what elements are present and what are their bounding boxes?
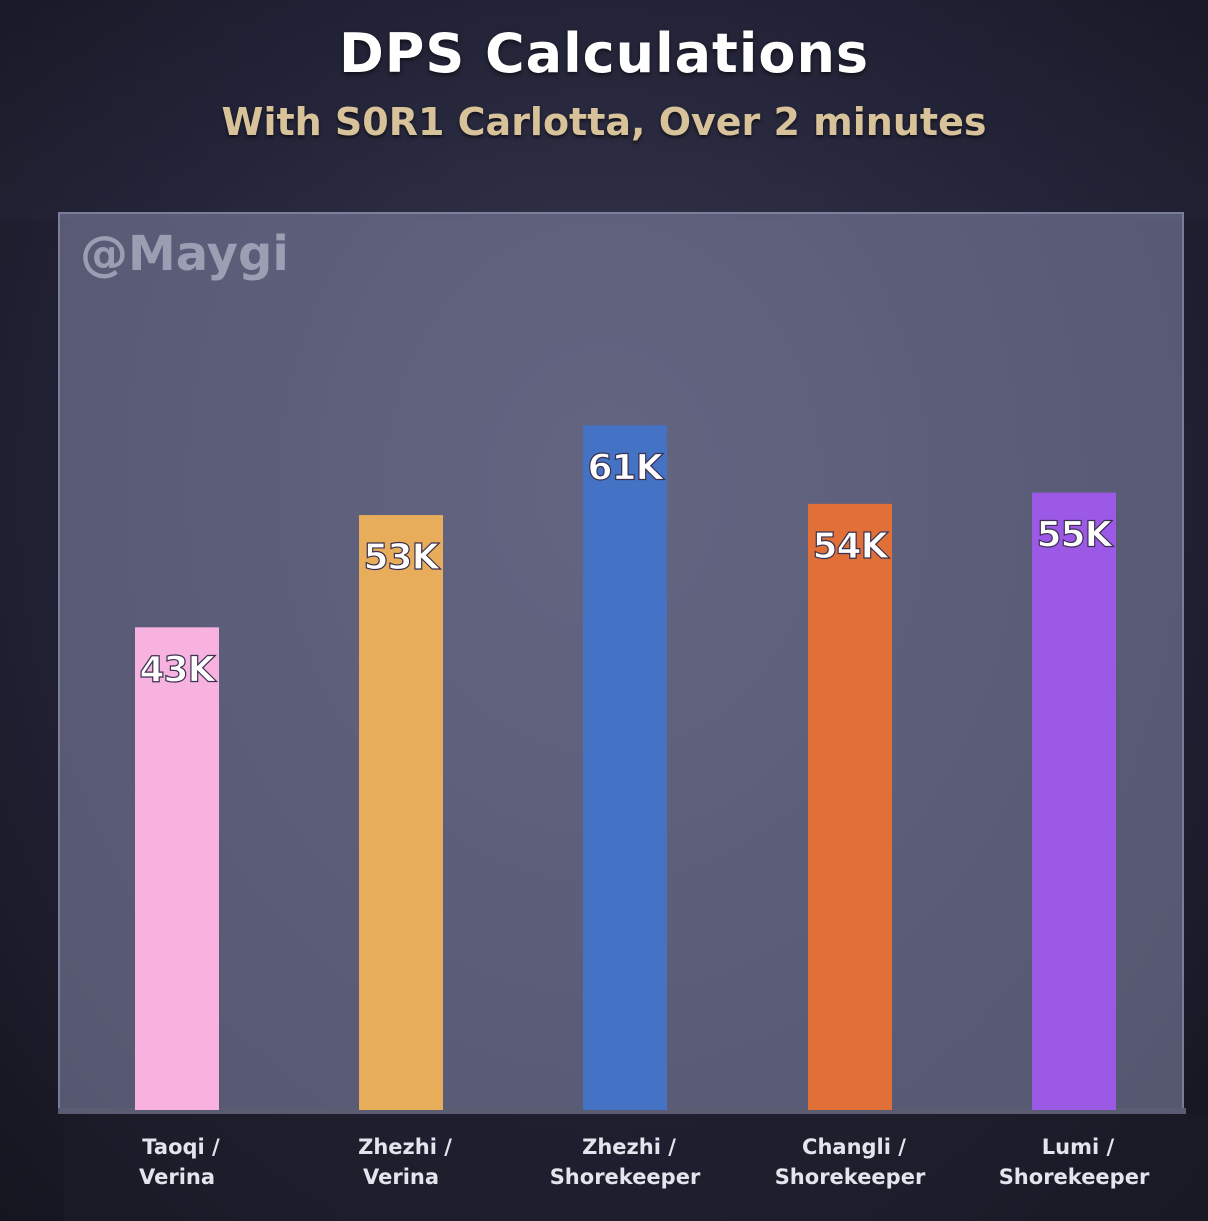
bar-3 bbox=[583, 425, 667, 1110]
bar-4 bbox=[808, 503, 892, 1111]
x-axis-line bbox=[58, 1108, 1186, 1114]
chart-title: DPS Calculations bbox=[338, 22, 870, 85]
x-tick-label-2-line-2: Verina bbox=[363, 1165, 439, 1189]
x-tick-label-1-line-1: Taoqi / bbox=[142, 1135, 220, 1159]
x-axis-area bbox=[64, 1114, 1208, 1221]
x-tick-label-1-line-2: Verina bbox=[139, 1165, 215, 1189]
bar-2 bbox=[359, 515, 443, 1110]
bar-5 bbox=[1032, 492, 1116, 1110]
x-tick-label-4-line-2: Shorekeeper bbox=[775, 1165, 926, 1189]
bar-value-label-3: 61K bbox=[588, 447, 665, 488]
x-tick-label-5-line-2: Shorekeeper bbox=[999, 1165, 1150, 1189]
x-tick-label-4-line-1: Changli / bbox=[802, 1135, 906, 1159]
x-tick-label-5-line-1: Lumi / bbox=[1042, 1135, 1115, 1159]
bar-value-label-1: 43K bbox=[140, 649, 217, 690]
x-tick-label-3-line-2: Shorekeeper bbox=[550, 1165, 701, 1189]
bar-1 bbox=[135, 627, 219, 1110]
x-tick-label-2-line-1: Zhezhi / bbox=[358, 1135, 452, 1159]
bar-value-label-5: 55K bbox=[1037, 515, 1114, 556]
bar-value-label-4: 54K bbox=[813, 526, 890, 567]
watermark-text: @Maygi bbox=[80, 226, 289, 282]
x-tick-label-3-line-1: Zhezhi / bbox=[582, 1135, 676, 1159]
header-background bbox=[0, 0, 1208, 220]
bar-value-label-2: 53K bbox=[364, 537, 441, 578]
chart-subtitle: With S0R1 Carlotta, Over 2 minutes bbox=[221, 100, 987, 144]
